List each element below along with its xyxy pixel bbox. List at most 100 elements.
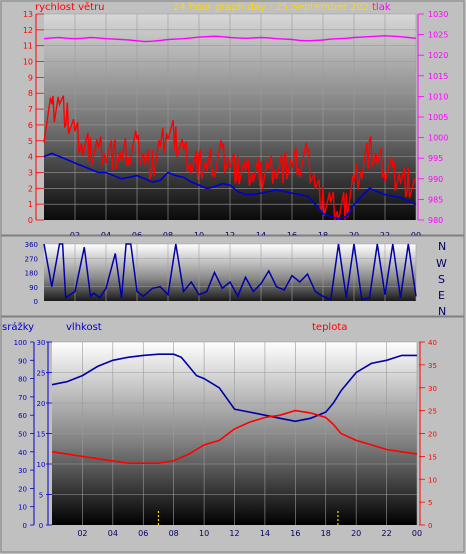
- y-tick-label: 1: [28, 200, 33, 209]
- x-tick-label: 00: [412, 529, 422, 538]
- humidity-temperature-panel: srážky vlhkost teplota 01020304050607080…: [0, 316, 465, 553]
- wind-axis-label: rychlost větru: [35, 1, 105, 13]
- x-tick-label: 22: [381, 529, 391, 538]
- humidity-line: [51, 353, 417, 423]
- y-tick-label: 30: [18, 467, 27, 475]
- compass-label: N: [438, 240, 446, 253]
- rain-y-ticks: 0 10 20 30 40 50 60 70 80 90 100: [14, 339, 35, 530]
- y-tick-label: 70: [18, 394, 27, 402]
- x-tick-label: 12: [229, 529, 239, 538]
- y-tick-label: 25: [428, 408, 437, 416]
- y-tick-label: 0: [39, 522, 43, 530]
- y-tick-label: 13: [23, 10, 33, 19]
- y-tick-label: 35: [428, 362, 437, 370]
- y-tick-label: 30: [37, 339, 46, 347]
- y-tick-label: 980: [428, 216, 443, 225]
- y-tick-label: 25: [37, 370, 46, 378]
- y-tick-label: 1010: [428, 92, 448, 101]
- y-tick-label: 995: [428, 154, 443, 163]
- x-tick-label: 08: [169, 529, 179, 538]
- y-tick-label: 10: [23, 58, 33, 67]
- y-tick-label: 20: [18, 485, 27, 493]
- pressure-line: [43, 35, 417, 43]
- y-tick-label: 270: [25, 255, 38, 263]
- y-tick-label: 50: [18, 431, 27, 439]
- x-tick-label: 18: [321, 529, 331, 538]
- y-tick-label: 0: [23, 522, 27, 530]
- wind-pressure-panel: rychlost větru 24 hour graph day : 25 Se…: [0, 0, 465, 240]
- humidity-axis-label: vlhkost: [66, 322, 102, 333]
- y-tick-label: 20: [37, 400, 46, 408]
- y-tick-label: 10: [37, 461, 46, 469]
- compass-label: W: [436, 257, 447, 270]
- x-tick-label: 04: [108, 529, 118, 538]
- compass-labels: N W S E N: [436, 240, 447, 318]
- y-tick-label: 990: [428, 175, 443, 184]
- humidity-y-ticks: 0 5 10 15 20 25 30: [37, 339, 52, 530]
- wind-gust-line: [43, 95, 416, 221]
- y-tick-label: 60: [18, 412, 27, 420]
- y-tick-label: 2: [28, 184, 33, 193]
- y-tick-label: 10: [428, 476, 437, 484]
- compass-label: E: [438, 289, 445, 302]
- y-tick-label: 4: [28, 153, 33, 162]
- x-tick-label: 14: [260, 529, 270, 538]
- y-tick-label: 40: [428, 339, 437, 347]
- y-tick-label: 9: [28, 73, 33, 82]
- y-tick-label: 20: [428, 431, 437, 439]
- wind-direction-line: [43, 243, 417, 301]
- wind-direction-panel: 0 90 180 270 360 N W S E N: [0, 235, 465, 318]
- compass-label: S: [438, 273, 445, 286]
- y-tick-label: 1025: [428, 31, 448, 40]
- y-tick-label: 90: [29, 284, 38, 292]
- y-tick-label: 180: [25, 270, 38, 278]
- y-tick-label: 6: [28, 121, 33, 130]
- y-tick-label: 0: [428, 522, 432, 530]
- y-tick-label: 1020: [428, 51, 448, 60]
- rain-axis-label: srážky: [2, 321, 34, 333]
- y-tick-label: 985: [428, 195, 443, 204]
- y-tick-label: 80: [18, 376, 27, 384]
- y-tick-label: 5: [28, 137, 33, 146]
- y-tick-label: 90: [18, 357, 27, 365]
- x-ticks: 02 04 06 08 10 12 14 16 18 20 22 00: [77, 529, 422, 538]
- y-tick-label: 1000: [428, 134, 448, 143]
- y-tick-label: 15: [428, 453, 437, 461]
- direction-y-ticks: 0 90 180 270 360: [25, 241, 38, 306]
- x-tick-label: 02: [77, 529, 87, 538]
- series: [43, 35, 417, 221]
- y-tick-label: 1015: [428, 72, 448, 81]
- y-tick-label: 100: [14, 339, 27, 347]
- wind-average-line: [43, 152, 417, 220]
- y-tick-label: 7: [28, 105, 33, 114]
- y-tick-label: 10: [18, 504, 27, 512]
- y-tick-label: 5: [428, 499, 432, 507]
- y-tick-label: 5: [39, 492, 43, 500]
- y-tick-label: 12: [23, 26, 33, 35]
- y-tick-label: 8: [28, 89, 33, 98]
- x-tick-label: 20: [351, 529, 361, 538]
- pressure-axis-label: tlak: [372, 2, 391, 13]
- series: [51, 353, 418, 525]
- y-tick-label: 3: [28, 168, 33, 177]
- y-tick-label: 11: [23, 42, 33, 51]
- y-tick-label: 1005: [428, 113, 448, 122]
- x-tick-label: 16: [290, 529, 300, 538]
- y-tick-label: 360: [25, 241, 38, 249]
- y-tick-label: 0: [34, 298, 38, 306]
- series: [43, 243, 417, 301]
- temperature-axis-label: teplota: [312, 322, 347, 333]
- x-tick-label: 10: [199, 529, 209, 538]
- temperature-y-ticks: 0 5 10 15 20 25 30 35 40: [419, 339, 437, 530]
- y-tick-label: 0: [28, 216, 33, 225]
- x-tick-label: 06: [138, 529, 148, 538]
- y-tick-label: 30: [428, 385, 437, 393]
- y-tick-label: 15: [37, 431, 46, 439]
- chart-title: 24 hour graph day : 25 September 2023: [173, 2, 375, 13]
- y-tick-label: 40: [18, 449, 27, 457]
- y-tick-label: 1030: [428, 10, 448, 19]
- compass-label: N: [438, 305, 446, 318]
- temperature-line: [51, 409, 418, 465]
- pressure-y-ticks: 980 985 990 995 1000 1005 1010 1015 1020 1025 1030: [417, 10, 448, 225]
